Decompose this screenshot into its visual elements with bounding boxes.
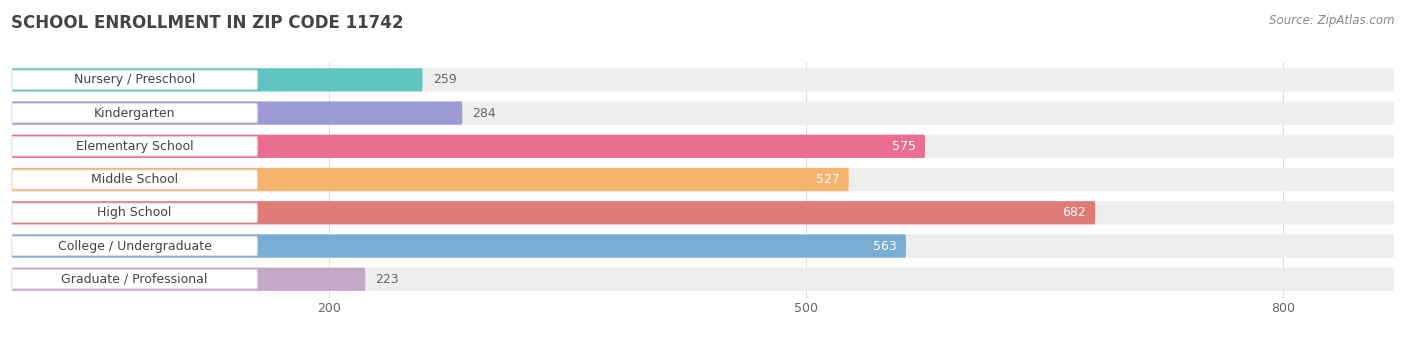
Text: 223: 223 [375,273,399,286]
FancyBboxPatch shape [11,234,905,258]
Text: SCHOOL ENROLLMENT IN ZIP CODE 11742: SCHOOL ENROLLMENT IN ZIP CODE 11742 [11,14,404,32]
FancyBboxPatch shape [11,168,1395,191]
Text: High School: High School [97,206,172,219]
Text: 563: 563 [873,239,897,252]
FancyBboxPatch shape [11,268,366,291]
FancyBboxPatch shape [11,135,925,158]
FancyBboxPatch shape [11,234,1395,258]
FancyBboxPatch shape [11,102,463,125]
FancyBboxPatch shape [11,268,1395,291]
Text: Source: ZipAtlas.com: Source: ZipAtlas.com [1270,14,1395,27]
Text: 284: 284 [472,107,496,120]
Text: 682: 682 [1063,206,1087,219]
Text: College / Undergraduate: College / Undergraduate [58,239,211,252]
FancyBboxPatch shape [11,203,257,222]
FancyBboxPatch shape [11,168,849,191]
Text: Middle School: Middle School [91,173,179,186]
FancyBboxPatch shape [11,70,257,89]
Text: 575: 575 [891,140,917,153]
FancyBboxPatch shape [11,102,1395,125]
Text: Elementary School: Elementary School [76,140,193,153]
FancyBboxPatch shape [11,170,257,189]
Text: Nursery / Preschool: Nursery / Preschool [73,73,195,86]
FancyBboxPatch shape [11,236,257,255]
Text: 259: 259 [433,73,457,86]
FancyBboxPatch shape [11,137,257,156]
Text: 527: 527 [815,173,839,186]
FancyBboxPatch shape [11,201,1095,224]
FancyBboxPatch shape [11,135,1395,158]
FancyBboxPatch shape [11,201,1395,224]
Text: Graduate / Professional: Graduate / Professional [62,273,208,286]
FancyBboxPatch shape [11,68,423,91]
FancyBboxPatch shape [11,104,257,123]
Text: Kindergarten: Kindergarten [94,107,176,120]
FancyBboxPatch shape [11,270,257,289]
FancyBboxPatch shape [11,68,1395,91]
